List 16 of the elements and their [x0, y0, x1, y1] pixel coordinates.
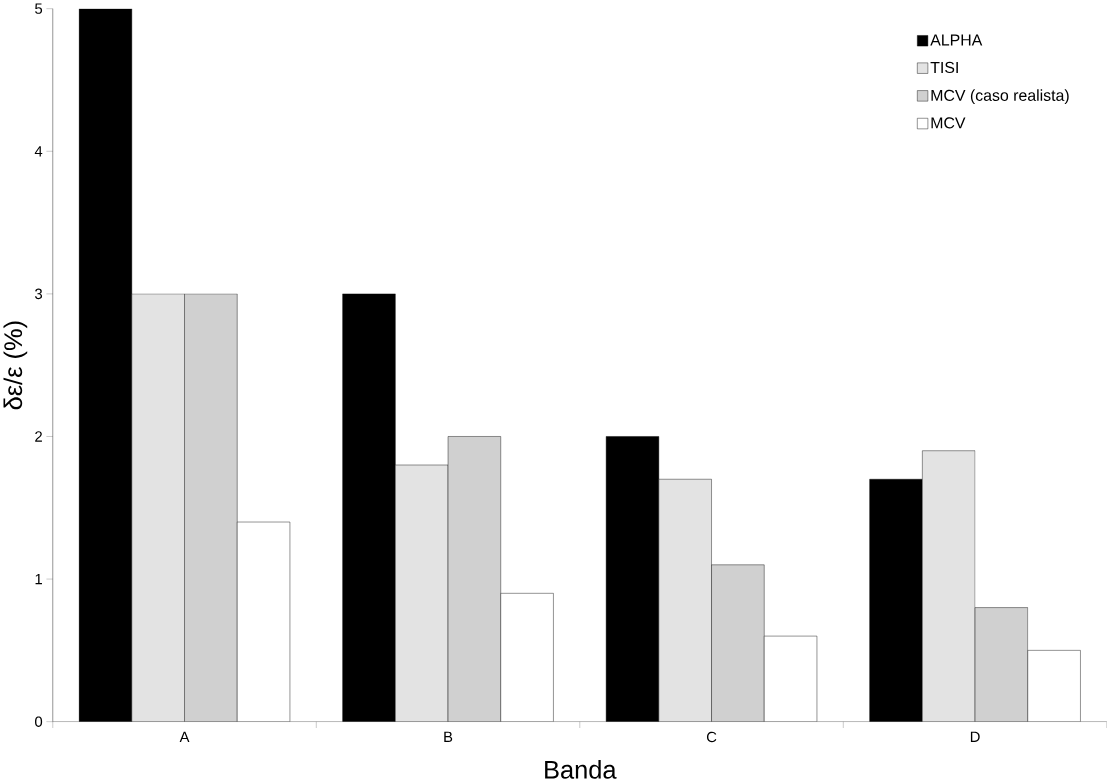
y-tick-label: 4: [34, 146, 43, 157]
x-axis-title: Banda: [545, 759, 617, 779]
y-axis-title: δε/ε (%): [3, 321, 28, 410]
x-tick-label: B: [444, 731, 453, 742]
y-tick-label: 3: [35, 288, 43, 299]
legend-label: ALPHA: [930, 34, 983, 46]
legend-label: MCV (caso realista): [931, 89, 1069, 104]
y-tick-label: 1: [35, 573, 42, 585]
legend-label: MCV: [931, 117, 966, 129]
x-tick-label: C: [706, 731, 717, 743]
y-tick-label: 5: [35, 3, 43, 14]
y-tick-label: 0: [35, 716, 43, 727]
y-tick-label: 2: [35, 431, 42, 442]
x-tick-label: A: [179, 731, 190, 742]
legend-label: TISI: [930, 61, 958, 73]
x-tick-label: D: [970, 731, 980, 742]
